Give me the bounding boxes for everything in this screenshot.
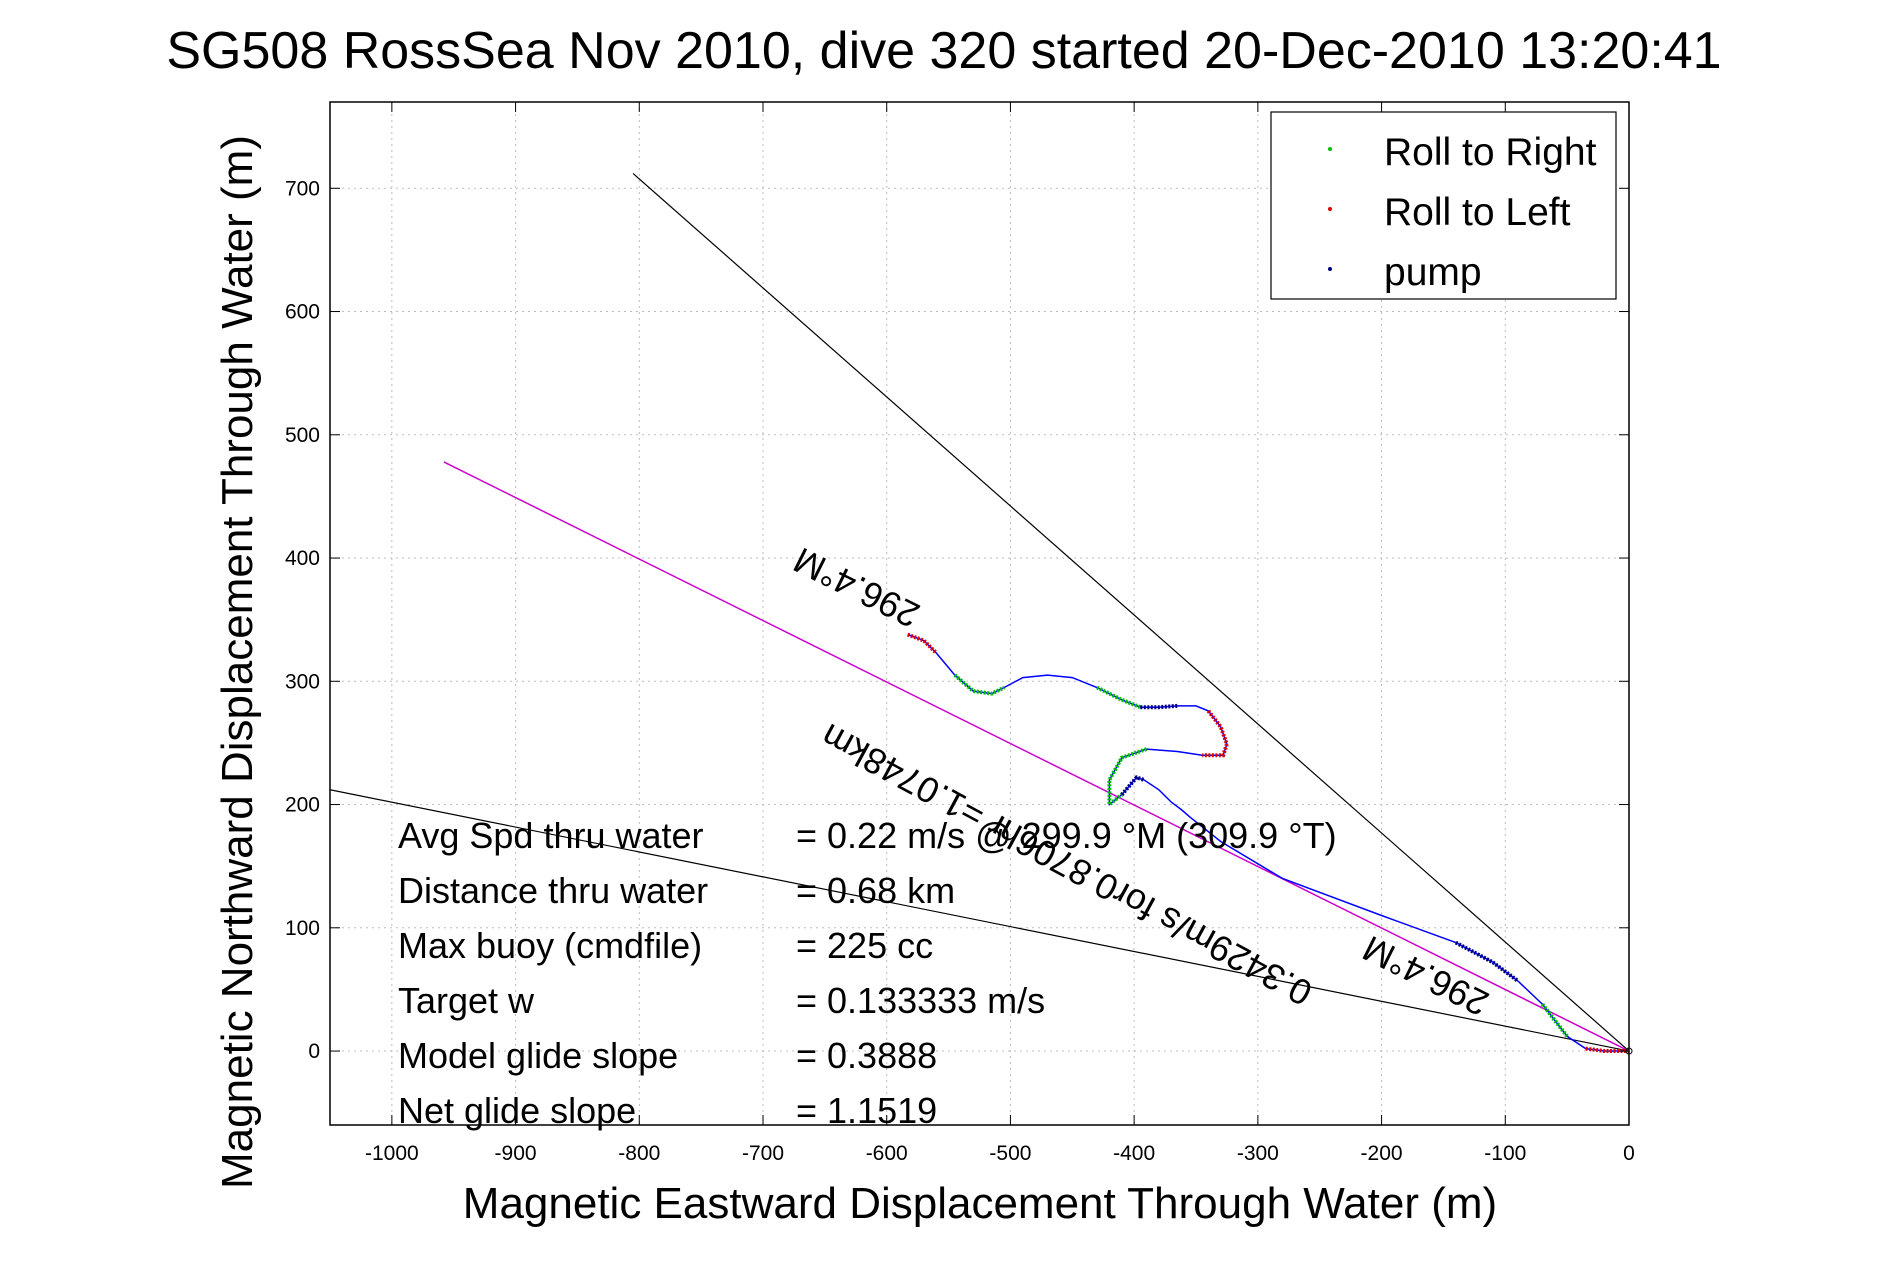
x-tick-label: -700 [742,1142,784,1165]
x-tick-label: -500 [989,1142,1031,1165]
x-tick-label: -400 [1113,1142,1155,1165]
stat-value: = 1.1519 [796,1090,937,1131]
stat-value: = 0.3888 [796,1035,937,1076]
stat-label: Target w [398,980,535,1021]
stat-value: = 0.133333 m/s [796,980,1045,1021]
dive-statistics: Avg Spd thru water = 0.22 m/s @ 299.9 °M … [398,815,1337,1131]
stat-value: = 0.68 km [796,870,955,911]
y-axis-ticks: 0 100 200 300 400 500 600 700 [285,177,1629,1063]
x-tick-label: -900 [495,1142,537,1165]
chart-title: SG508 RossSea Nov 2010, dive 320 started… [166,22,1721,80]
stat-value: = 0.22 m/s @ 299.9 °M (309.9 °T) [796,815,1337,856]
y-tick-label: 300 [285,670,320,693]
stat-label: Max buoy (cmdfile) [398,925,702,966]
legend-label: pump [1384,251,1482,294]
x-tick-label: 0 [1623,1142,1635,1165]
y-tick-label: 200 [285,794,320,817]
x-tick-label: -200 [1361,1142,1403,1165]
track-line [907,633,1629,1052]
envelope-lines [329,173,1630,1052]
roll-right-segment-0 [953,673,1006,696]
y-tick-label: 500 [285,424,320,447]
y-tick-label: 100 [285,917,320,940]
pump-segment-2 [1454,940,1519,983]
x-axis-ticks: -1000 -900 -800 -700 -600 -500 -400 -300 -200 -10… [365,102,1635,1165]
roll-right-segment-2 [1107,747,1148,809]
pump-segment-1 [1120,775,1145,797]
roll-left-segment-1 [1202,709,1230,758]
x-tick-label: -800 [618,1142,660,1165]
legend-marker-1 [1328,207,1332,211]
heading-line [443,461,1630,1052]
x-tick-label: -1000 [365,1142,419,1165]
stat-label: Net glide slope [398,1090,636,1131]
y-axis-label: Magnetic Northward Displacement Through … [213,135,262,1189]
y-tick-label: 600 [285,301,320,324]
stat-label: Model glide slope [398,1035,678,1076]
envelope-line-0 [632,173,1630,1052]
y-tick-label: 400 [285,547,320,570]
legend-marker-2 [1328,267,1332,271]
x-tick-label: -300 [1237,1142,1279,1165]
plot-frame [329,101,1630,1126]
x-axis-label: Magnetic Eastward Displacement Through W… [463,1179,1497,1228]
pump-segment-0 [1140,703,1178,710]
x-tick-label: -600 [866,1142,908,1165]
legend: Roll to Right Roll to Left pump [1270,111,1617,300]
x-tick-label: -100 [1484,1142,1526,1165]
stat-label: Avg Spd thru water [398,815,704,856]
legend-label: Roll to Right [1384,131,1597,174]
y-tick-label: 700 [285,177,320,200]
legend-label: Roll to Left [1384,191,1571,234]
heading-line-segment [443,461,1630,1052]
legend-marker-0 [1328,147,1332,151]
stat-label: Distance thru water [398,870,708,911]
envelope-line-1 [329,789,1630,1052]
y-tick-label: 0 [308,1040,320,1063]
roll-left-segment-0 [906,632,938,655]
stat-value: = 225 cc [796,925,933,966]
